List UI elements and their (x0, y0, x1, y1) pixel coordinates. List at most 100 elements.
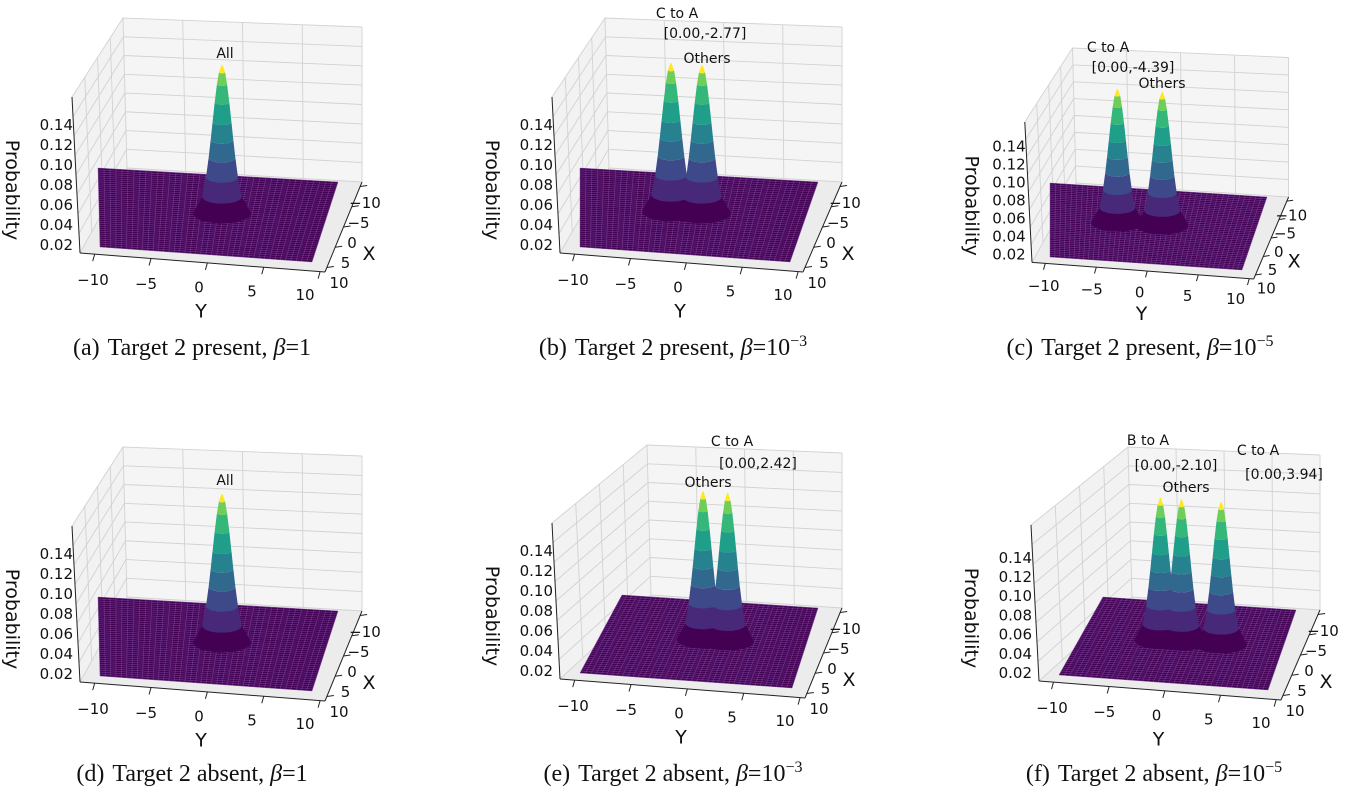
wall-gridline (242, 22, 245, 176)
caption-label: (c) (1007, 335, 1034, 361)
mesh-line (1257, 609, 1287, 690)
x-tick-label: 10 (809, 700, 828, 718)
caption-beta-exponent: −5 (1265, 759, 1282, 776)
mesh-line (99, 230, 318, 247)
mesh-line (758, 179, 783, 260)
peak-band-0 (1152, 533, 1169, 556)
wall-gridline (109, 466, 116, 619)
y-tick-mark (739, 267, 743, 275)
peak-band-0 (1090, 207, 1144, 232)
mesh-line (1217, 195, 1241, 269)
wall-gridline (301, 453, 304, 608)
z-tick-label: 0.02 (520, 662, 553, 680)
z-tick-label: 0.14 (520, 542, 553, 560)
x-tick-mark (804, 266, 813, 268)
mesh-line (99, 648, 322, 664)
caption-beta-symbol: β (735, 761, 748, 787)
peak-band-0 (202, 606, 242, 633)
mesh-line (306, 181, 333, 262)
peak-band-0 (696, 510, 710, 531)
mesh-line (258, 178, 279, 259)
mesh-line (588, 657, 798, 673)
y-tick-mark (204, 262, 208, 271)
x-tick-label: 5 (819, 254, 829, 272)
y-tick-label: 0 (673, 279, 683, 297)
caption-equals: = (282, 761, 296, 787)
peak-band-0 (216, 72, 228, 87)
y-tick-label: 10 (773, 286, 792, 304)
x-axis-line (1253, 196, 1290, 280)
x-tick-mark (1282, 694, 1291, 696)
mesh-line (754, 605, 784, 686)
mesh-line (274, 608, 297, 689)
surface-plot-f: 0.020.040.06 0.080.100.120.14 −10 −5 0 5 10 −10… (960, 433, 1339, 751)
wall-gridline (782, 24, 785, 179)
peak-band-1 (1159, 91, 1166, 100)
wall-gridline (122, 446, 128, 598)
caption-label: (b) (539, 335, 567, 361)
mesh-line (582, 668, 794, 685)
z-tick-label: 0.10 (40, 156, 73, 174)
y-tick-mark (795, 271, 799, 279)
mesh-line (1063, 666, 1271, 683)
peak-band-1 (709, 605, 746, 631)
y-tick-label: −5 (135, 704, 157, 722)
mesh-line (1072, 651, 1277, 667)
mesh-line (1049, 232, 1251, 247)
z-tick-label: 0.04 (520, 642, 553, 660)
peak-annotation: [0.00,-2.77] (664, 26, 747, 42)
mesh-line (591, 651, 800, 667)
mesh-line (763, 180, 789, 261)
peak-band-1 (1147, 175, 1177, 199)
z-tick-label: 0.14 (992, 138, 1025, 156)
peak-band-2 (1206, 591, 1236, 615)
mesh-line (1049, 234, 1250, 249)
mesh-line (1236, 196, 1262, 270)
mesh-line (1267, 609, 1297, 691)
mesh-line (579, 224, 798, 241)
x-tick-label: −5 (347, 214, 369, 232)
mesh-line (579, 242, 792, 259)
peak-annotation: Others (1138, 76, 1185, 92)
mesh-line (290, 609, 315, 690)
mesh-line (99, 238, 315, 255)
peak-band-1 (1155, 109, 1169, 128)
peak-band-0 (1155, 504, 1165, 518)
mesh-line (579, 228, 797, 245)
z-tick-label: 0.12 (992, 156, 1025, 174)
x-tick-label: −10 (1307, 622, 1339, 640)
wall-gridline (591, 37, 598, 190)
peak-band-1 (1135, 210, 1189, 235)
z-tick-label: 0.14 (999, 549, 1032, 567)
caption-beta-base: 1 (299, 335, 311, 361)
mesh-line (775, 606, 804, 687)
y-tick-mark (627, 258, 631, 266)
peak-band-0 (218, 64, 226, 74)
peak-band-2 (1214, 520, 1228, 541)
x-tick-label: 5 (821, 680, 831, 698)
peak-band-2 (1216, 508, 1226, 523)
x-tick-label: 10 (1285, 702, 1304, 720)
x-tick-mark (360, 185, 368, 187)
peak-band-1 (715, 567, 740, 590)
z-axis-label: Probability (960, 568, 982, 668)
y-tick-label: 0 (194, 708, 204, 726)
y-tick-label: −10 (1036, 699, 1068, 717)
mesh-line (584, 664, 795, 681)
mesh-line (742, 178, 765, 259)
mesh-line (1179, 192, 1197, 266)
mesh-line (99, 232, 317, 249)
x-tick-mark (1255, 273, 1262, 276)
peak-band-0 (1110, 106, 1124, 125)
peak-band-0 (212, 102, 232, 126)
mesh-line (1065, 663, 1273, 679)
x-tick-mark (1309, 633, 1317, 636)
caption-beta-symbol: β (1215, 761, 1228, 787)
z-axis-label: Probability (960, 155, 982, 255)
caption-equals: = (748, 761, 762, 787)
y-tick-mark (1145, 270, 1148, 278)
peak-band-0 (655, 155, 687, 181)
wall-gridline (1271, 452, 1274, 607)
y-tick-label: 5 (1183, 287, 1193, 305)
x-tick-mark (831, 631, 839, 634)
